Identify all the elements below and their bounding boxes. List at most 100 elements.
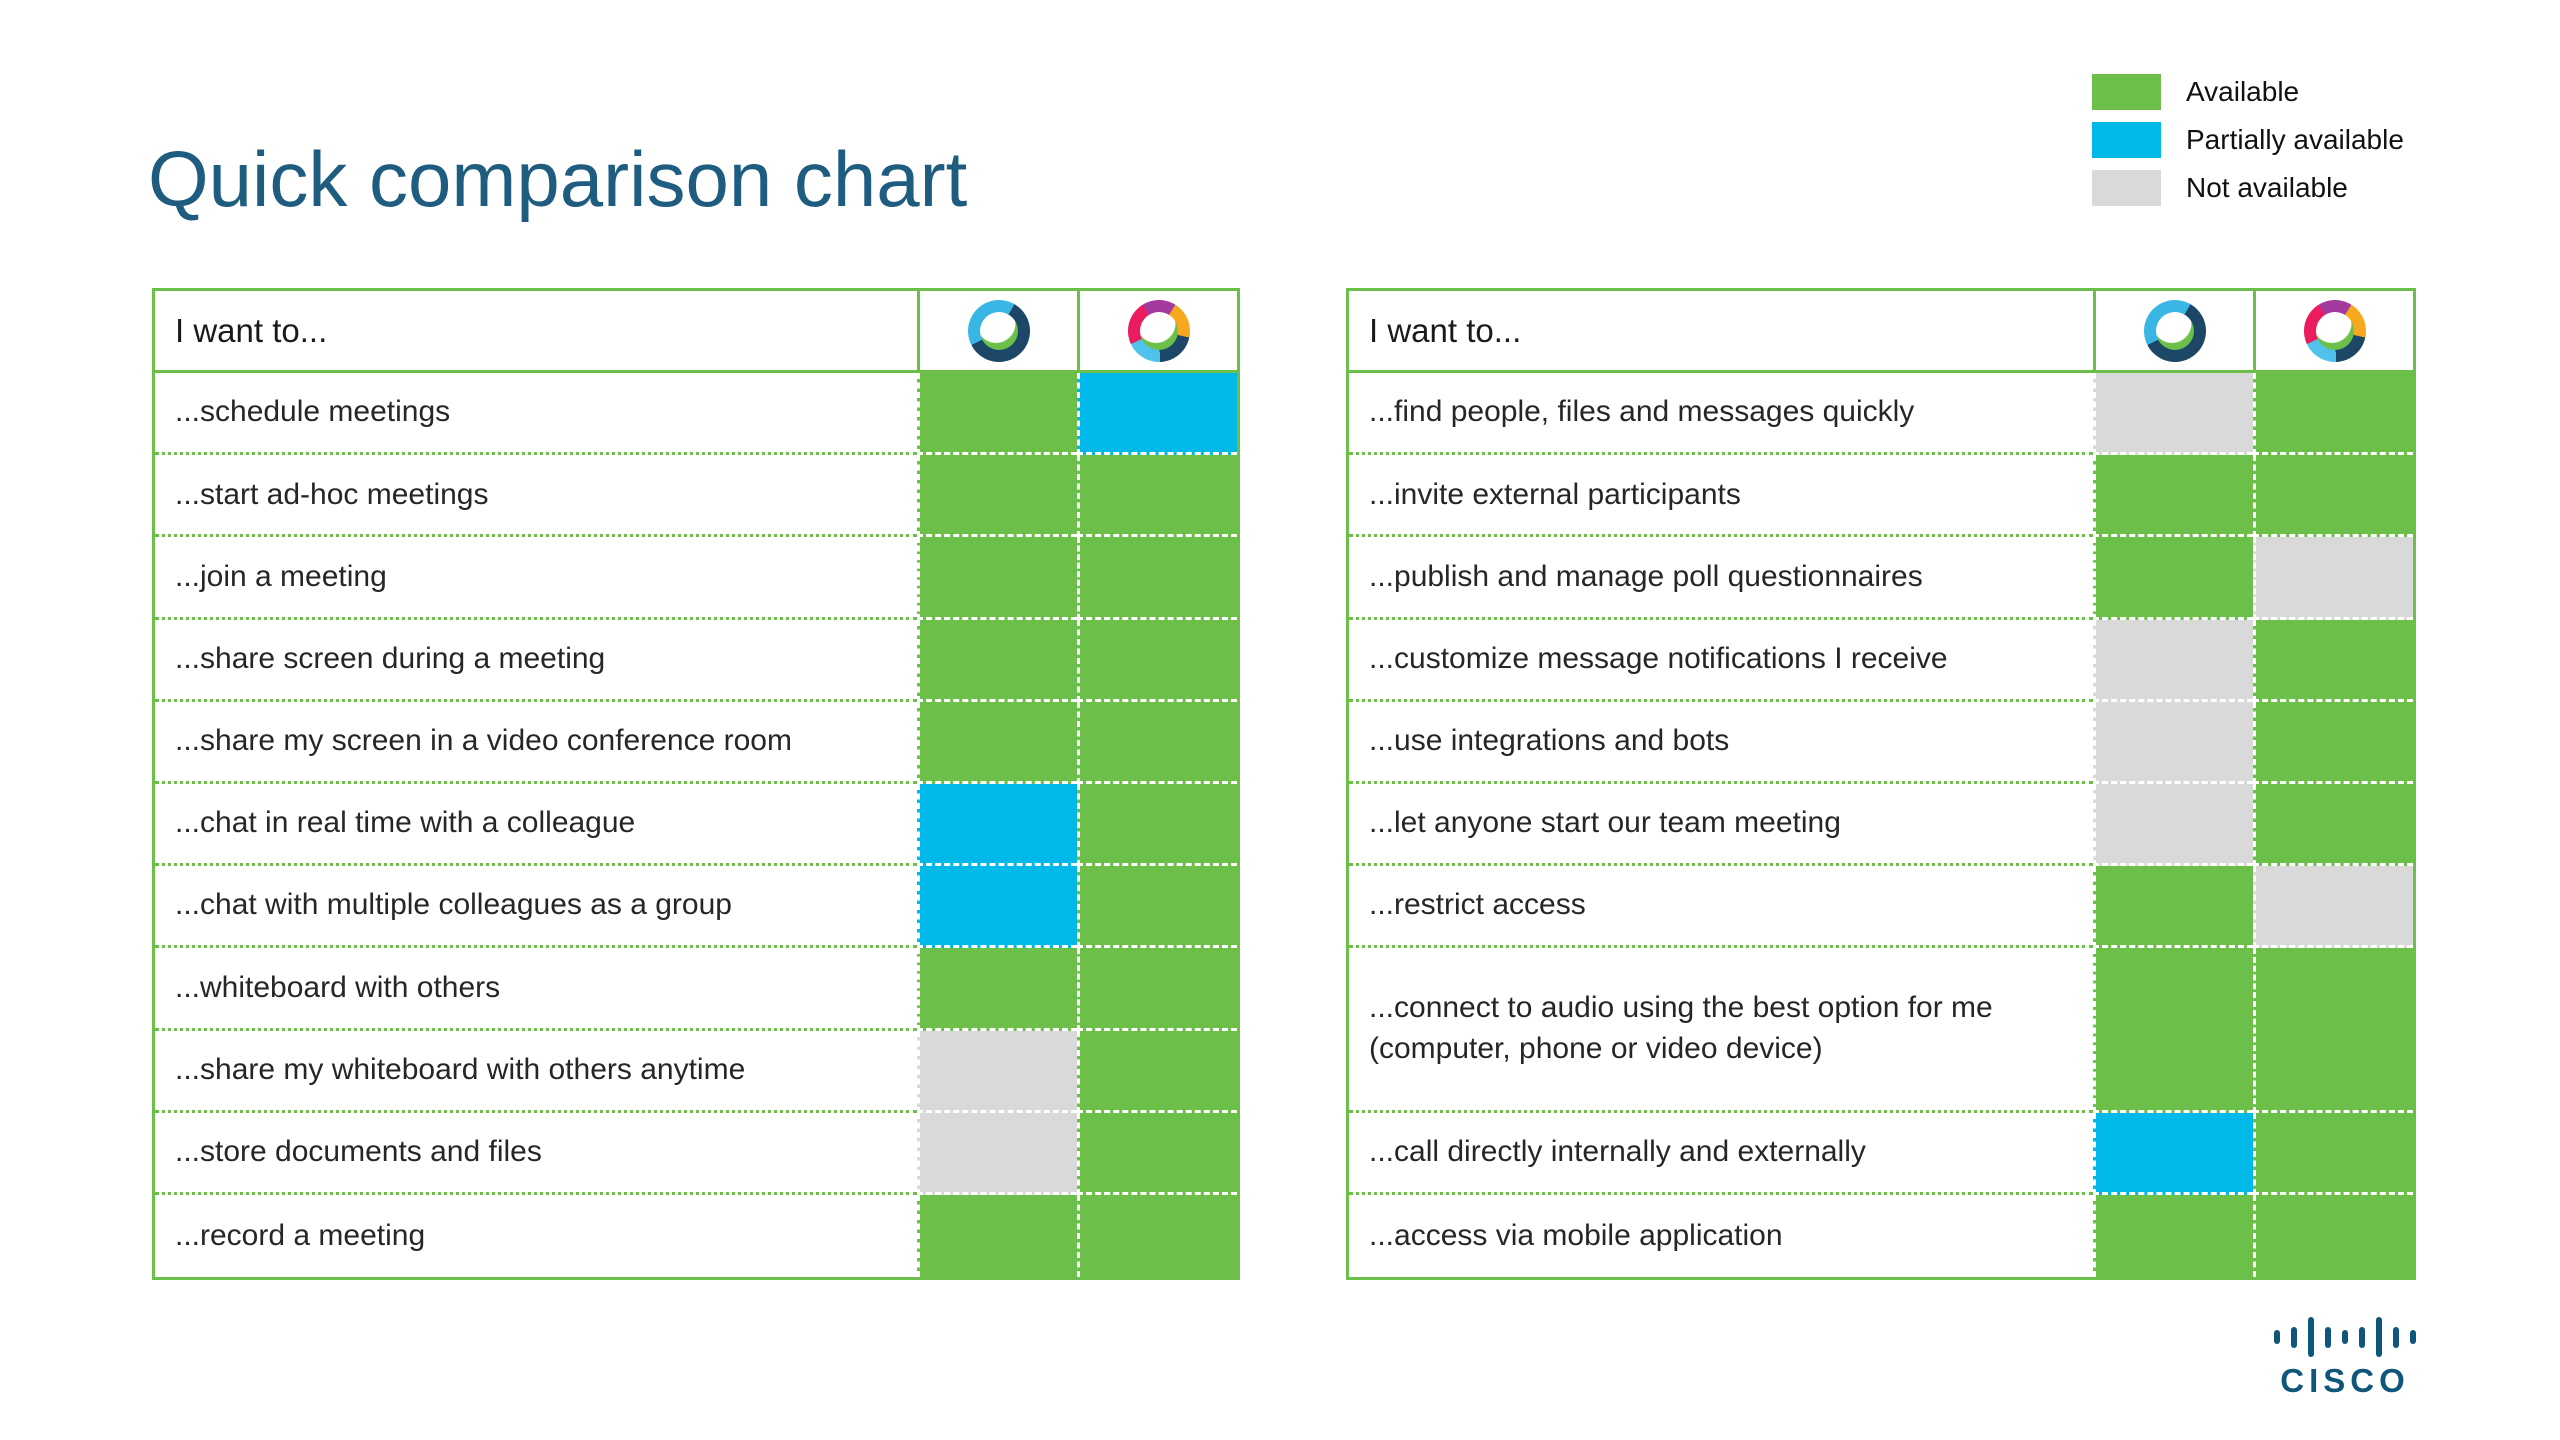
table-row: ...access via mobile application	[1349, 1194, 2413, 1278]
row-label: ...share my screen in a video conference…	[155, 701, 917, 784]
status-cell-partial	[917, 866, 1077, 949]
legend-label: Available	[2186, 76, 2300, 107]
legend-item-not-available: Not available	[2092, 170, 2404, 206]
status-cell-available	[917, 948, 1077, 1031]
status-cell-available	[1077, 948, 1237, 1031]
table-row: ...chat with multiple colleagues as a gr…	[155, 866, 1237, 949]
webex-teams-icon	[1127, 299, 1190, 362]
table-header-row: I want to...	[1349, 291, 2413, 373]
table-row: ...schedule meetings	[155, 373, 1237, 456]
status-cell-none	[2093, 373, 2253, 456]
status-cell-available	[917, 701, 1077, 784]
status-cell-available	[917, 373, 1077, 456]
row-label: ...invite external participants	[1349, 455, 2093, 538]
status-cell-none	[2253, 866, 2413, 949]
table-header-label: I want to...	[1369, 311, 1522, 349]
table-header-row: I want to...	[155, 291, 1237, 373]
status-cell-available	[2093, 455, 2253, 538]
table-row: ...join a meeting	[155, 537, 1237, 620]
table-header-label: I want to...	[175, 311, 328, 349]
ball-hole	[979, 311, 1018, 350]
row-label: ...chat in real time with a colleague	[155, 783, 917, 867]
legend: Available Partially available Not availa…	[2092, 74, 2404, 218]
column-header-webex-teams	[1077, 291, 1237, 370]
status-cell-available	[2093, 537, 2253, 620]
status-cell-available	[2253, 783, 2413, 867]
status-cell-available	[1077, 455, 1237, 538]
ball-hole	[1139, 311, 1178, 350]
table-row: ...store documents and files	[155, 1112, 1237, 1195]
status-cell-available	[2253, 373, 2413, 456]
status-cell-partial	[917, 783, 1077, 867]
comparison-table-right: I want to... ...find people, files and m…	[1346, 288, 2416, 1280]
table-row: ...chat in real time with a colleague	[155, 783, 1237, 867]
row-label: ...find people, files and messages quick…	[1349, 373, 2093, 456]
status-cell-available	[1077, 537, 1237, 620]
ball-hole	[2155, 311, 2194, 350]
table-row: ...invite external participants	[1349, 455, 2413, 538]
status-cell-available	[2093, 866, 2253, 949]
status-cell-available	[2093, 948, 2253, 1113]
row-label: ...whiteboard with others	[155, 948, 917, 1031]
status-cell-available	[1077, 866, 1237, 949]
comparison-table-left: I want to... ...schedule meetings ...star…	[152, 288, 1240, 1280]
status-cell-none	[2093, 783, 2253, 867]
table-row: ...share screen during a meeting	[155, 619, 1237, 702]
cisco-bars-icon	[2272, 1316, 2418, 1358]
row-label: ...chat with multiple colleagues as a gr…	[155, 866, 917, 949]
status-cell-available	[2253, 619, 2413, 702]
row-label: ...let anyone start our team meeting	[1349, 783, 2093, 867]
table-row: ...call directly internally and external…	[1349, 1112, 2413, 1195]
status-cell-partial	[2093, 1112, 2253, 1195]
row-label: ...start ad-hoc meetings	[155, 455, 917, 538]
row-label: ...store documents and files	[155, 1112, 917, 1195]
row-label: ...record a meeting	[155, 1194, 917, 1278]
legend-item-partially-available: Partially available	[2092, 122, 2404, 158]
legend-label: Partially available	[2186, 124, 2404, 155]
table-row: ...find people, files and messages quick…	[1349, 373, 2413, 456]
row-label: ...join a meeting	[155, 537, 917, 620]
table-row: ...start ad-hoc meetings	[155, 455, 1237, 538]
row-label: ...share my whiteboard with others anyti…	[155, 1030, 917, 1113]
status-cell-available	[1077, 1030, 1237, 1113]
status-cell-partial	[1077, 373, 1237, 456]
legend-swatch-partial-icon	[2092, 122, 2161, 158]
page-title: Quick comparison chart	[148, 135, 968, 223]
status-cell-available	[1077, 1194, 1237, 1278]
table-row: ...record a meeting	[155, 1194, 1237, 1278]
table-row: ...connect to audio using the best optio…	[1349, 948, 2413, 1113]
status-cell-none	[2093, 701, 2253, 784]
status-cell-none	[2093, 619, 2253, 702]
column-header-webex-meetings	[2093, 291, 2253, 370]
row-label: ...customize message notifications I rec…	[1349, 619, 2093, 702]
legend-swatch-none-icon	[2092, 170, 2161, 206]
table-row: ...whiteboard with others	[155, 948, 1237, 1031]
status-cell-available	[2253, 1112, 2413, 1195]
status-cell-available	[917, 619, 1077, 702]
table-row: ...use integrations and bots	[1349, 701, 2413, 784]
webex-teams-icon	[2303, 299, 2366, 362]
status-cell-available	[917, 537, 1077, 620]
legend-swatch-available-icon	[2092, 74, 2161, 110]
status-cell-available	[917, 1194, 1077, 1278]
row-label: ...share screen during a meeting	[155, 619, 917, 702]
cisco-logo: CISCO	[2272, 1316, 2418, 1400]
webex-meetings-icon	[2143, 299, 2206, 362]
table-row: ...share my whiteboard with others anyti…	[155, 1030, 1237, 1113]
status-cell-available	[2093, 1194, 2253, 1278]
status-cell-available	[2253, 455, 2413, 538]
row-label: ...schedule meetings	[155, 373, 917, 456]
column-header-webex-meetings	[917, 291, 1077, 370]
row-label: ...call directly internally and external…	[1349, 1112, 2093, 1195]
status-cell-available	[2253, 1194, 2413, 1278]
cisco-wordmark: CISCO	[2280, 1362, 2410, 1399]
legend-item-available: Available	[2092, 74, 2404, 110]
ball-hole	[2315, 311, 2354, 350]
row-label: ...publish and manage poll questionnaire…	[1349, 537, 2093, 620]
row-label: ...connect to audio using the best optio…	[1349, 948, 2093, 1113]
status-cell-available	[2253, 701, 2413, 784]
table-row: ...customize message notifications I rec…	[1349, 619, 2413, 702]
column-header-webex-teams	[2253, 291, 2413, 370]
legend-label: Not available	[2186, 172, 2348, 203]
